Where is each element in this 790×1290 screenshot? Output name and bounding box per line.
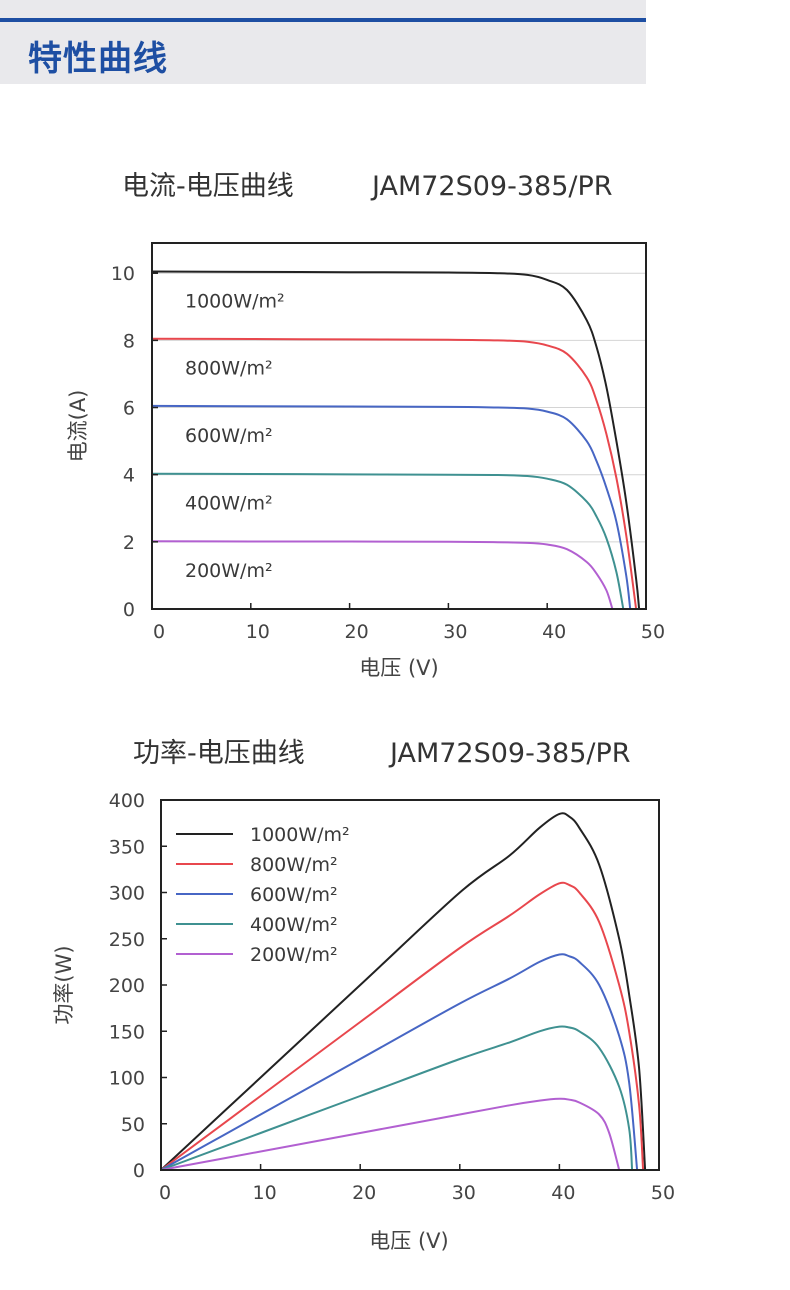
iv-ytick-label: 0	[123, 599, 135, 621]
pv-series-line	[160, 1097, 621, 1171]
iv-series-line	[151, 540, 614, 610]
header-accent-line	[0, 18, 646, 22]
pv-xtick-label: 10	[253, 1182, 277, 1204]
pv-series-line	[160, 953, 639, 1171]
pv-ytick-label: 250	[109, 929, 145, 951]
iv-xtick-label: 10	[246, 621, 270, 643]
iv-ylabel: 电流(A)	[66, 390, 90, 463]
iv-xtick-label: 20	[345, 621, 369, 643]
iv-chart-title: 电流-电压曲线	[122, 171, 294, 202]
iv-chart-panel: 电流-电压曲线 JAM72S09-385/PR 1000W/m² 800W/m² 6…	[27, 128, 790, 682]
iv-plot-frame	[151, 242, 647, 610]
pv-chart-panel: 功率-电压曲线 JAM72S09-385/PR 0 50 100 150 200 250 3…	[0, 684, 790, 1284]
pv-chart-title: 功率-电压曲线	[133, 738, 305, 769]
iv-xtick-label: 0	[153, 621, 165, 643]
iv-series-label: 800W/m²	[185, 358, 273, 380]
pv-xtick-label: 20	[352, 1182, 376, 1204]
iv-xtick-label: 30	[443, 621, 467, 643]
pv-xlabel: 电压 (V)	[369, 1229, 448, 1253]
pv-legend: 1000W/m² 800W/m² 600W/m² 400W/m² 200W/m²	[176, 824, 350, 966]
iv-ytick-label: 2	[123, 532, 135, 554]
iv-series-line	[151, 404, 632, 610]
pv-legend-label: 1000W/m²	[250, 824, 350, 846]
iv-series-label: 200W/m²	[185, 560, 273, 582]
pv-ytick-label: 400	[109, 790, 145, 812]
section-title: 特性曲线	[28, 39, 168, 79]
pv-chart: 功率-电压曲线 JAM72S09-385/PR 0501001502002503…	[52, 738, 675, 1253]
iv-ytick-label: 4	[123, 465, 135, 487]
iv-ytick-label: 10	[111, 263, 135, 285]
pv-series-line	[160, 881, 645, 1171]
pv-xtick-label: 50	[651, 1182, 675, 1204]
pv-series-line	[160, 1025, 634, 1171]
pv-xtick-label: 30	[452, 1182, 476, 1204]
pv-ylabel: 功率(W)	[52, 945, 76, 1024]
pv-legend-label: 800W/m²	[250, 854, 338, 876]
iv-chart: 电流-电压曲线 JAM72S09-385/PR 1000W/m² 800W/m² 6…	[66, 171, 665, 680]
pv-xtick-label: 0	[159, 1182, 171, 1204]
pv-legend-label: 600W/m²	[250, 884, 338, 906]
pv-ytick-label: 50	[121, 1114, 145, 1136]
iv-series-label: 600W/m²	[185, 425, 273, 447]
iv-series-label: 1000W/m²	[185, 291, 285, 313]
pv-xtick-label: 40	[551, 1182, 575, 1204]
iv-series-line	[151, 337, 638, 610]
pv-ytick-label: 200	[109, 975, 145, 997]
iv-xlabel: 电压 (V)	[359, 656, 438, 680]
iv-series-line	[151, 270, 641, 610]
iv-xtick-label: 50	[641, 621, 665, 643]
iv-chart-model: JAM72S09-385/PR	[370, 171, 613, 202]
iv-xtick-label: 40	[542, 621, 566, 643]
pv-series-line	[160, 812, 647, 1171]
iv-series-label: 400W/m²	[185, 493, 273, 515]
pv-ytick-label: 150	[109, 1021, 145, 1043]
iv-ytick-label: 8	[123, 330, 135, 352]
iv-ytick-label: 6	[123, 398, 135, 420]
iv-series-line	[151, 472, 625, 610]
pv-ytick-label: 350	[109, 836, 145, 858]
pv-chart-model: JAM72S09-385/PR	[388, 738, 631, 769]
pv-ytick-label: 100	[109, 1068, 145, 1090]
pv-ytick-label: 0	[133, 1160, 145, 1182]
section-header: 特性曲线	[0, 0, 646, 84]
pv-legend-label: 200W/m²	[250, 944, 338, 966]
pv-ytick-label: 300	[109, 883, 145, 905]
pv-legend-label: 400W/m²	[250, 914, 338, 936]
